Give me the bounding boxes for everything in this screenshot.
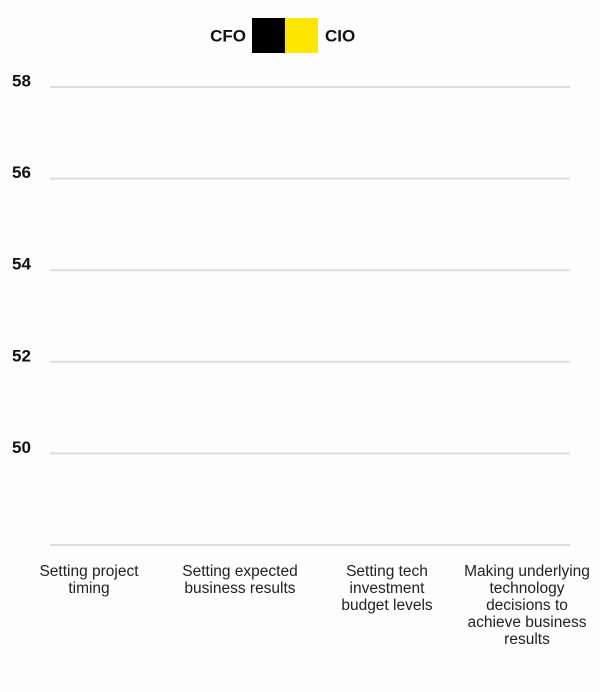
legend-swatch bbox=[252, 18, 285, 53]
x-tick-label: Setting expected business results bbox=[182, 563, 298, 597]
y-tick-label: 52 bbox=[12, 346, 31, 365]
y-tick-label: 50 bbox=[12, 438, 31, 457]
legend-label: CIO bbox=[325, 26, 355, 45]
legend-swatch bbox=[285, 18, 318, 53]
y-tick-label: 58 bbox=[12, 71, 31, 90]
y-tick-label: 54 bbox=[12, 255, 31, 274]
x-tick-label: Setting tech investment budget levels bbox=[341, 563, 433, 614]
x-tick-label: Setting project timing bbox=[39, 563, 139, 597]
x-tick-label: Making underlying technology decisions t… bbox=[464, 563, 590, 648]
y-tick-label: 56 bbox=[12, 163, 31, 182]
legend-label: CFO bbox=[210, 26, 246, 45]
